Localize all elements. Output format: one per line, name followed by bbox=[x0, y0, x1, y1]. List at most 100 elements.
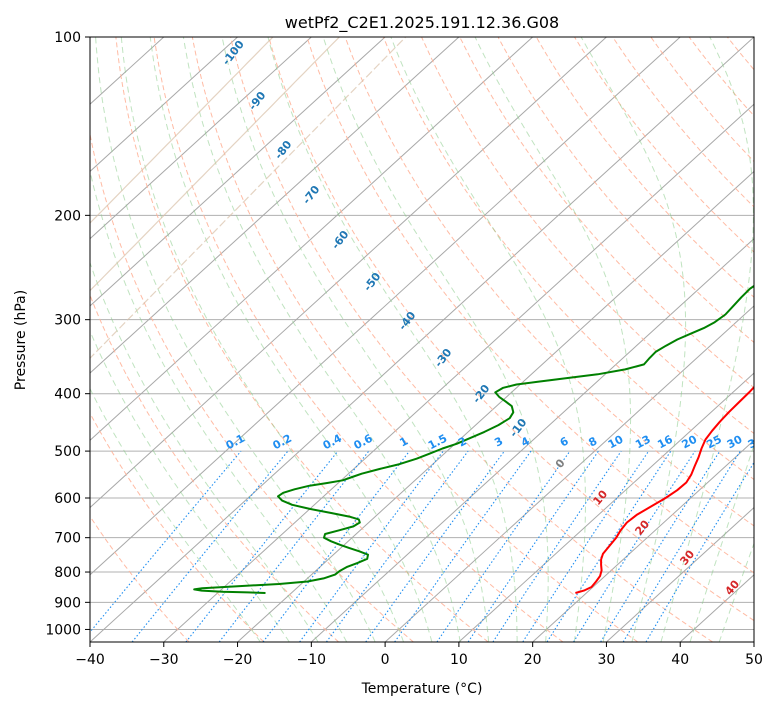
x-tick-label: −30 bbox=[149, 652, 179, 668]
mixing-ratio-line bbox=[365, 450, 505, 642]
adiabat-labels: 0.1 0.2 0.4 0.6 1 1.5 2 3 4 6 8 10 13 16 20 25 30 36-100-… bbox=[220, 38, 766, 598]
mixing-ratio-line bbox=[131, 450, 289, 642]
isotherm-line bbox=[90, 37, 681, 576]
isotherm-line bbox=[90, 37, 607, 509]
mixing-ratio-label: 6 bbox=[558, 434, 571, 449]
mixing-ratio-label: 16 bbox=[655, 433, 675, 452]
mixing-ratio-label: 25 bbox=[704, 433, 724, 452]
mixing-ratio-line bbox=[522, 450, 650, 642]
isotherm-line bbox=[753, 641, 754, 642]
mixing-ratio-label: 0.6 bbox=[352, 432, 376, 453]
mixing-ratio-line bbox=[185, 450, 339, 642]
x-tick-label: −20 bbox=[223, 652, 253, 668]
y-tick-label: 100 bbox=[54, 30, 81, 46]
x-tick-label: 40 bbox=[671, 652, 689, 668]
isotherm-line bbox=[532, 439, 754, 642]
dry-adiabat-label: -30 bbox=[432, 346, 455, 370]
dry-adiabat-line bbox=[459, 37, 754, 389]
moist-adiabat-line bbox=[322, 37, 549, 642]
moist-adiabat-label: 20 bbox=[632, 517, 652, 537]
y-tick-label: 800 bbox=[54, 565, 81, 581]
plot-area: 0.1 0.2 0.4 0.6 1 1.5 2 3 4 6 8 10 13 16 20 25 30 36-100-… bbox=[90, 37, 775, 642]
moist-adiabat-line bbox=[660, 37, 754, 642]
y-axis-ticks: 100 200 300 400 500 600 700 800 900 1000 bbox=[45, 30, 90, 638]
mixing-ratio-line bbox=[546, 450, 672, 642]
dewpoint-profile-line bbox=[193, 284, 754, 594]
moist-adiabat-label: 10 bbox=[590, 487, 610, 507]
moist-adiabat-line bbox=[90, 169, 348, 642]
moist-adiabat-line bbox=[149, 37, 433, 642]
isobar-grid bbox=[90, 37, 754, 630]
x-tick-label: −40 bbox=[75, 652, 105, 668]
mixing-ratio-label: 1.5 bbox=[426, 432, 449, 453]
mixing-ratio-label: 4 bbox=[519, 434, 532, 449]
x-tick-label: 10 bbox=[450, 652, 468, 668]
mixing-ratio-label: 36 bbox=[746, 433, 766, 452]
isotherm-line bbox=[90, 37, 238, 173]
mixing-ratio-line bbox=[218, 450, 370, 642]
y-tick-label: 200 bbox=[54, 208, 81, 224]
mixing-ratio-line bbox=[325, 450, 469, 642]
mixing-ratio-line bbox=[622, 450, 741, 642]
y-tick-label: 700 bbox=[54, 531, 81, 547]
y-tick-label: 1000 bbox=[45, 622, 81, 638]
isotherm-line bbox=[90, 37, 386, 307]
dry-adiabat-line bbox=[688, 37, 754, 117]
x-tick-label: 20 bbox=[524, 652, 542, 668]
moist-adiabat-line bbox=[390, 37, 586, 642]
isotherm-line bbox=[90, 37, 534, 442]
isotherm-line bbox=[163, 103, 754, 642]
moist-adiabat-line bbox=[474, 37, 632, 642]
chart-title: wetPf2_C2E1.2025.191.12.36.G08 bbox=[285, 13, 559, 33]
moist-adiabat-line bbox=[221, 37, 490, 642]
dry-adiabat-line bbox=[191, 37, 639, 642]
dry-adiabat-label: -70 bbox=[300, 183, 323, 207]
x-axis-label: Temperature (°C) bbox=[361, 681, 483, 697]
dry-adiabat-label: -40 bbox=[396, 309, 419, 333]
x-tick-label: −10 bbox=[297, 652, 327, 668]
isotherm-line bbox=[384, 305, 754, 642]
isotherm-line bbox=[90, 37, 312, 240]
dry-adiabat-label: -20 bbox=[470, 382, 493, 406]
moist-adiabat-line bbox=[580, 37, 687, 642]
moist-adiabat-line bbox=[689, 443, 754, 642]
mixing-ratio-label: 13 bbox=[633, 433, 653, 452]
isotherm-line bbox=[237, 170, 754, 642]
y-tick-label: 500 bbox=[54, 444, 81, 460]
moist-adiabat-line bbox=[120, 37, 404, 642]
dry-adiabat-line bbox=[90, 515, 190, 642]
moist-adiabat-line bbox=[95, 37, 376, 642]
moist-adiabat-line bbox=[182, 37, 461, 642]
dry-adiabat-line bbox=[497, 37, 754, 344]
isotherm-grid bbox=[90, 37, 754, 642]
mixing-ratio-line bbox=[467, 450, 599, 642]
dry-adiabat-line bbox=[268, 37, 754, 622]
mixing-ratio-line bbox=[299, 450, 444, 642]
x-tick-label: 30 bbox=[598, 652, 616, 668]
dry-adiabat-line bbox=[90, 131, 414, 642]
dry-adiabat-line bbox=[612, 37, 754, 208]
moist-adiabat-line bbox=[267, 37, 518, 642]
mixing-ratio-label: 1 bbox=[397, 434, 410, 449]
mixing-ratio-label: 8 bbox=[586, 434, 599, 449]
mixing-ratio-label: 20 bbox=[680, 433, 700, 452]
dry-adiabat-line bbox=[90, 293, 339, 642]
curved-guide-line bbox=[90, 37, 274, 224]
mixing-ratio-line bbox=[90, 450, 242, 633]
x-tick-label: 50 bbox=[745, 652, 763, 668]
sounding-series bbox=[193, 284, 754, 594]
x-axis-ticks: −40 −30 −20 −10 0 10 20 30 40 50 bbox=[75, 642, 763, 668]
dry-adiabat-line bbox=[766, 37, 775, 642]
mixing-ratio-label: 10 bbox=[606, 433, 626, 452]
mixing-ratio-line bbox=[645, 461, 754, 642]
mixing-ratio-label: 30 bbox=[725, 433, 745, 452]
mixing-ratio-lines bbox=[90, 450, 754, 642]
x-tick-label: 0 bbox=[381, 652, 390, 668]
y-tick-label: 400 bbox=[54, 387, 81, 403]
temperature-profile-line bbox=[575, 385, 754, 594]
isotherm-line bbox=[90, 37, 754, 642]
dry-adiabat-line bbox=[230, 37, 713, 642]
mixing-ratio-line bbox=[600, 450, 721, 642]
y-axis-label: Pressure (hPa) bbox=[13, 290, 29, 390]
dry-adiabats bbox=[90, 37, 775, 642]
